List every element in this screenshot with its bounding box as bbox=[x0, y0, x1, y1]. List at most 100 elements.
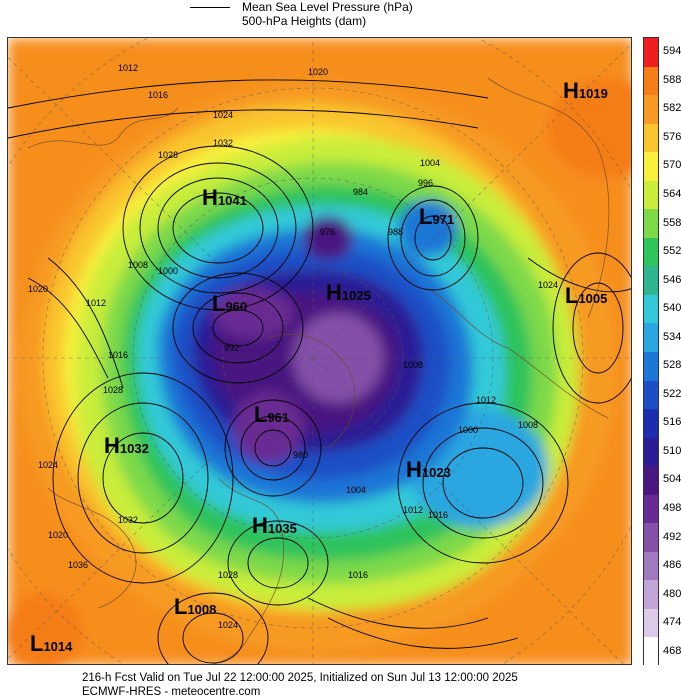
high-pressure-center: H1023 bbox=[406, 457, 451, 482]
isobar-label: 1000 bbox=[458, 425, 478, 435]
isobar-labels: 1012 1016 1020 1024 1028 1032 1000 1004 … bbox=[28, 63, 558, 630]
low-pressure-center: L960 bbox=[212, 291, 248, 316]
coastlines bbox=[27, 77, 610, 664]
map-footer: 216-h Fcst Valid on Tue Jul 22 12:00:00 … bbox=[82, 671, 518, 699]
colorbar-segment bbox=[644, 608, 658, 638]
high-pressure-center: H1041 bbox=[202, 185, 247, 210]
colorbar-label: 480 bbox=[663, 587, 681, 600]
colorbar-segment bbox=[644, 323, 658, 353]
colorbar-label: 564 bbox=[663, 188, 681, 200]
isobar-label: 1012 bbox=[403, 505, 423, 515]
colorbar-segment bbox=[644, 523, 658, 553]
isobar-label: 1016 bbox=[148, 90, 168, 100]
high-pressure-center: H1025 bbox=[326, 280, 371, 305]
isobars bbox=[8, 79, 631, 664]
isobar-label: 992 bbox=[224, 343, 239, 353]
graticule bbox=[8, 38, 631, 664]
low-pressure-center: L961 bbox=[254, 402, 290, 427]
isobar-label: 1032 bbox=[213, 138, 233, 148]
source-credit: ECMWF-HRES - meteocentre.com bbox=[82, 686, 261, 698]
isobar-label: 1024 bbox=[213, 110, 233, 120]
legend-mslp-label: Mean Sea Level Pressure (hPa) bbox=[242, 0, 413, 14]
colorbar-segment bbox=[644, 437, 658, 467]
isobar-label: 1032 bbox=[118, 515, 138, 525]
colorbar-segment bbox=[644, 551, 658, 581]
isobar-label: 1012 bbox=[86, 298, 106, 308]
isobar-label: 1020 bbox=[48, 530, 68, 540]
colorbar-label: 468 bbox=[663, 644, 681, 657]
colorbar-label: 504 bbox=[663, 473, 681, 486]
colorbar-segment bbox=[644, 209, 658, 239]
isobar-label: 1024 bbox=[538, 280, 558, 290]
colorbar-segment bbox=[644, 38, 658, 68]
isobar-label: 1008 bbox=[128, 260, 148, 270]
low-pressure-center: L1008 bbox=[174, 594, 217, 619]
colorbar-label: 594 bbox=[663, 45, 681, 58]
isobar-label: 1024 bbox=[38, 460, 58, 470]
high-pressure-center: H1032 bbox=[104, 433, 149, 458]
colorbar-segment bbox=[644, 352, 658, 382]
isobar-label: 1020 bbox=[28, 284, 48, 294]
legend-heights-row: 500-hPa Heights (dam) bbox=[190, 14, 366, 28]
colorbar-label: 492 bbox=[663, 530, 681, 543]
colorbar-label: 510 bbox=[663, 444, 681, 457]
colorbar-label: 582 bbox=[663, 102, 681, 115]
isobar-label: 1024 bbox=[218, 620, 238, 630]
colorbar-label: 486 bbox=[663, 559, 681, 572]
isobar-line-sample bbox=[190, 6, 230, 8]
map-canvas: 1012 1016 1020 1024 1028 1032 1000 1004 … bbox=[8, 38, 631, 664]
isobar-label: 1008 bbox=[518, 420, 538, 430]
isobar-label: 984 bbox=[353, 187, 368, 197]
colorbar-label: 576 bbox=[663, 130, 681, 143]
colorbar-label: 528 bbox=[663, 359, 681, 372]
high-pressure-center: H1035 bbox=[252, 513, 297, 538]
colorbar-segment bbox=[644, 152, 658, 182]
isobar-label: 1000 bbox=[158, 266, 178, 276]
colorbar-segment bbox=[644, 494, 658, 524]
isobar-label: 976 bbox=[320, 227, 335, 237]
isobar-label: 1028 bbox=[158, 150, 178, 160]
isobar-label: 996 bbox=[418, 178, 433, 188]
map-legend: Mean Sea Level Pressure (hPa) 500-hPa He… bbox=[190, 0, 490, 30]
legend-heights-label: 500-hPa Heights (dam) bbox=[242, 14, 367, 28]
isobar-label: 1016 bbox=[428, 510, 448, 520]
isobar-label: 1012 bbox=[476, 395, 496, 405]
isobar-label: 980 bbox=[293, 450, 308, 460]
colorbar-segment bbox=[644, 380, 658, 410]
colorbar-label: 570 bbox=[663, 159, 681, 172]
isobar-label: 1028 bbox=[218, 570, 238, 580]
isobar-label: 1028 bbox=[103, 385, 123, 395]
colorbar-label: 498 bbox=[663, 502, 681, 514]
isobar-label: 1020 bbox=[308, 67, 328, 77]
colorbar-segment bbox=[644, 266, 658, 296]
colorbar-label: 474 bbox=[663, 616, 681, 629]
legend-mslp-row: Mean Sea Level Pressure (hPa) bbox=[190, 0, 413, 14]
isobar-label: 1004 bbox=[346, 485, 366, 495]
isobar-label: 1016 bbox=[348, 570, 368, 580]
colorbar-label: 588 bbox=[663, 73, 681, 86]
colorbar-label: 522 bbox=[663, 387, 681, 400]
colorbar-label: 540 bbox=[663, 302, 681, 315]
colorbar-segment bbox=[644, 180, 658, 210]
weather-map: 1012 1016 1020 1024 1028 1032 1000 1004 … bbox=[7, 37, 632, 665]
colorbar-segment bbox=[644, 637, 658, 667]
isobar-label: 1004 bbox=[420, 158, 440, 168]
isobar-label: 1016 bbox=[108, 350, 128, 360]
high-pressure-center: H1019 bbox=[563, 78, 608, 103]
isobar-label: 1008 bbox=[403, 360, 423, 370]
colorbar-segment bbox=[644, 580, 658, 610]
height-colorbar bbox=[643, 37, 659, 667]
colorbar-segment bbox=[644, 294, 658, 324]
colorbar-label: 546 bbox=[663, 273, 681, 286]
colorbar-segment bbox=[644, 123, 658, 153]
low-pressure-center: L1005 bbox=[565, 283, 608, 308]
colorbar-segment bbox=[644, 66, 658, 96]
colorbar-label: 534 bbox=[663, 330, 681, 343]
height-field bbox=[8, 38, 631, 664]
forecast-info: 216-h Fcst Valid on Tue Jul 22 12:00:00 … bbox=[82, 672, 518, 684]
colorbar-segment bbox=[644, 95, 658, 125]
low-pressure-center: L971 bbox=[419, 204, 455, 229]
colorbar-label: 516 bbox=[663, 416, 681, 429]
colorbar-label: 558 bbox=[663, 216, 681, 229]
colorbar-segment bbox=[644, 237, 658, 267]
